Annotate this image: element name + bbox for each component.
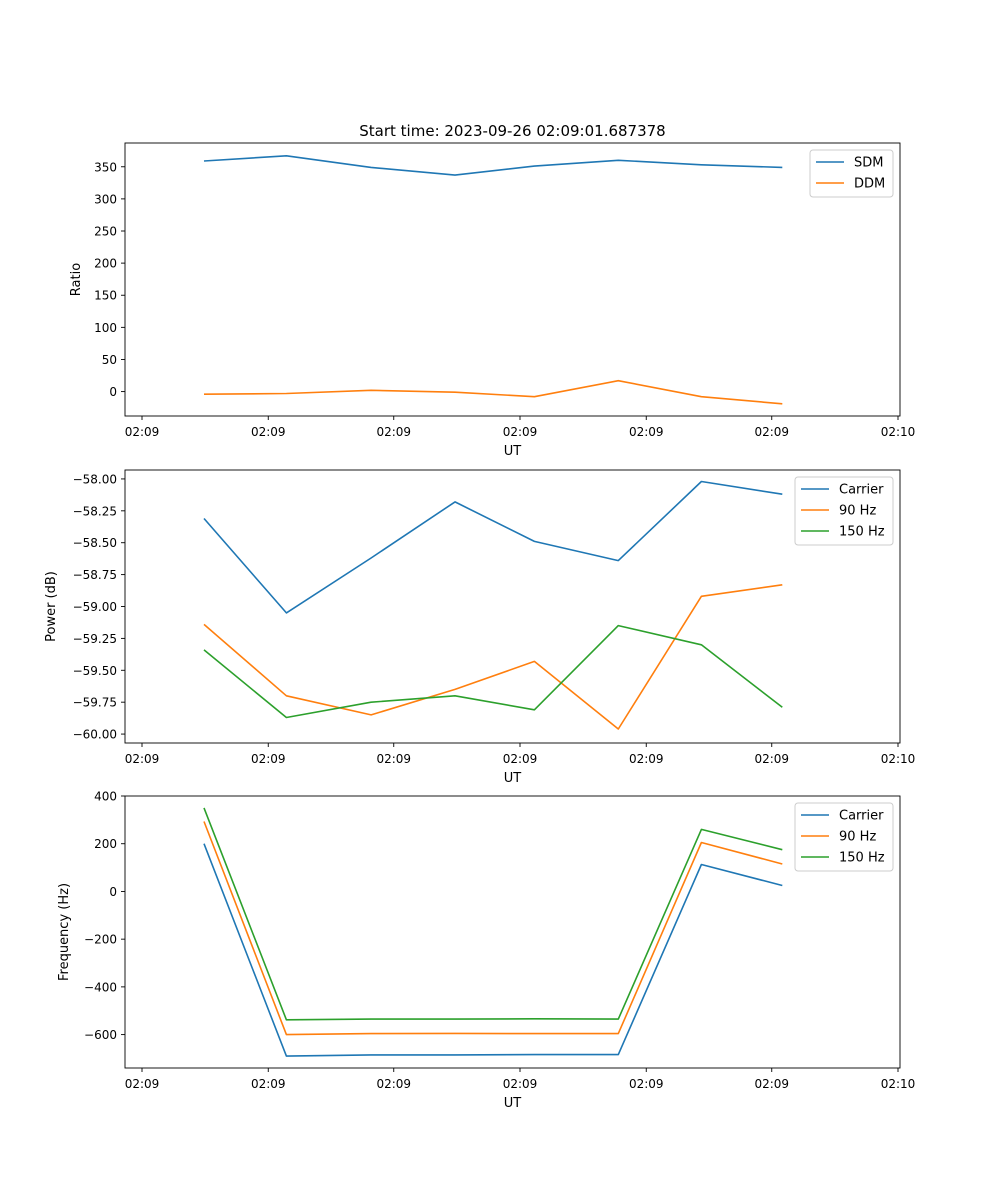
x-tick-label: 02:09	[376, 1077, 411, 1091]
y-tick-label: −60.00	[73, 728, 117, 742]
series-line-sdm	[203, 155, 783, 176]
y-tick-label: −59.75	[73, 696, 117, 710]
x-tick-label: 02:09	[754, 752, 789, 766]
series-line-carrier	[203, 480, 783, 614]
series-line-90-hz	[203, 584, 783, 730]
legend-box	[794, 476, 894, 546]
y-tick-label: 200	[94, 837, 117, 851]
x-axis-label: UT	[504, 444, 522, 459]
y-axis-label: Ratio	[69, 263, 84, 296]
x-tick-label: 02:10	[881, 1077, 916, 1091]
x-tick-label: 02:09	[754, 1077, 789, 1091]
chart-title: Start time: 2023-09-26 02:09:01.687378	[359, 122, 665, 140]
x-axis-label: UT	[504, 1096, 522, 1111]
y-tick-label: −58.50	[73, 536, 117, 550]
x-tick-label: 02:09	[125, 1077, 160, 1091]
y-tick-label: 200	[94, 257, 117, 271]
y-tick-label: −58.75	[73, 568, 117, 582]
chart-1: Start time: 2023-09-26 02:09:01.68737802…	[69, 122, 915, 459]
legend-label: SDM	[854, 156, 883, 171]
y-tick-label: −58.25	[73, 504, 117, 518]
y-tick-label: 0	[109, 885, 117, 899]
x-tick-label: 02:09	[376, 752, 411, 766]
y-tick-label: 50	[102, 353, 117, 367]
y-tick-label: −59.25	[73, 632, 117, 646]
x-tick-label: 02:09	[629, 1077, 664, 1091]
y-tick-label: 350	[94, 160, 117, 174]
series-line-carrier	[203, 843, 783, 1057]
x-axis-label: UT	[504, 771, 522, 786]
legend: Carrier 90 Hz 150 Hz	[794, 476, 894, 546]
y-tick-label: −200	[84, 933, 117, 947]
y-tick-label: −400	[84, 980, 117, 994]
y-axis-label: Frequency (Hz)	[57, 883, 72, 981]
x-tick-label: 02:09	[251, 752, 286, 766]
x-tick-label: 02:09	[251, 1077, 286, 1091]
x-tick-label: 02:10	[881, 425, 916, 439]
legend-label: Carrier	[839, 809, 884, 824]
x-tick-label: 02:09	[503, 425, 538, 439]
x-tick-label: 02:09	[125, 425, 160, 439]
y-tick-label: −59.00	[73, 600, 117, 614]
x-tick-label: 02:09	[503, 1077, 538, 1091]
y-tick-label: −58.00	[73, 472, 117, 486]
legend-box	[794, 802, 894, 872]
plot-frame	[124, 795, 901, 1069]
y-tick-label: 250	[94, 225, 117, 239]
y-tick-label: 150	[94, 289, 117, 303]
series-line-90-hz	[203, 821, 783, 1036]
y-tick-label: 400	[94, 790, 117, 804]
chart-3: 02:09 02:09 02:09 02:09 02:09 02:09 02:10 −600 −…	[57, 790, 915, 1112]
plot-frame	[124, 142, 901, 417]
x-tick-label: 02:09	[629, 425, 664, 439]
x-tick-label: 02:09	[125, 752, 160, 766]
legend-label: 150 Hz	[839, 525, 885, 540]
legend-label: 90 Hz	[839, 830, 876, 845]
x-tick-label: 02:09	[251, 425, 286, 439]
legend-label: 90 Hz	[839, 504, 876, 519]
series-line-ddm	[203, 379, 783, 405]
y-tick-label: 100	[94, 321, 117, 335]
series-line-150-hz	[203, 807, 783, 1021]
legend-label: DDM	[854, 177, 885, 192]
y-tick-label: −59.50	[73, 664, 117, 678]
y-axis-label: Power (dB)	[44, 571, 59, 642]
chart-2: 02:09 02:09 02:09 02:09 02:09 02:09 02:10 −60.0…	[44, 469, 916, 786]
x-tick-label: 02:09	[754, 425, 789, 439]
legend: Carrier 90 Hz 150 Hz	[794, 802, 894, 872]
legend-label: 150 Hz	[839, 851, 885, 866]
series-line-150-hz	[203, 624, 783, 719]
x-tick-label: 02:10	[881, 752, 916, 766]
y-tick-label: −600	[84, 1028, 117, 1042]
x-tick-label: 02:09	[376, 425, 411, 439]
legend-label: Carrier	[839, 483, 884, 498]
x-tick-label: 02:09	[503, 752, 538, 766]
y-tick-label: 300	[94, 192, 117, 206]
x-tick-label: 02:09	[629, 752, 664, 766]
legend: SDM DDM	[809, 149, 894, 198]
y-tick-label: 0	[109, 385, 117, 399]
